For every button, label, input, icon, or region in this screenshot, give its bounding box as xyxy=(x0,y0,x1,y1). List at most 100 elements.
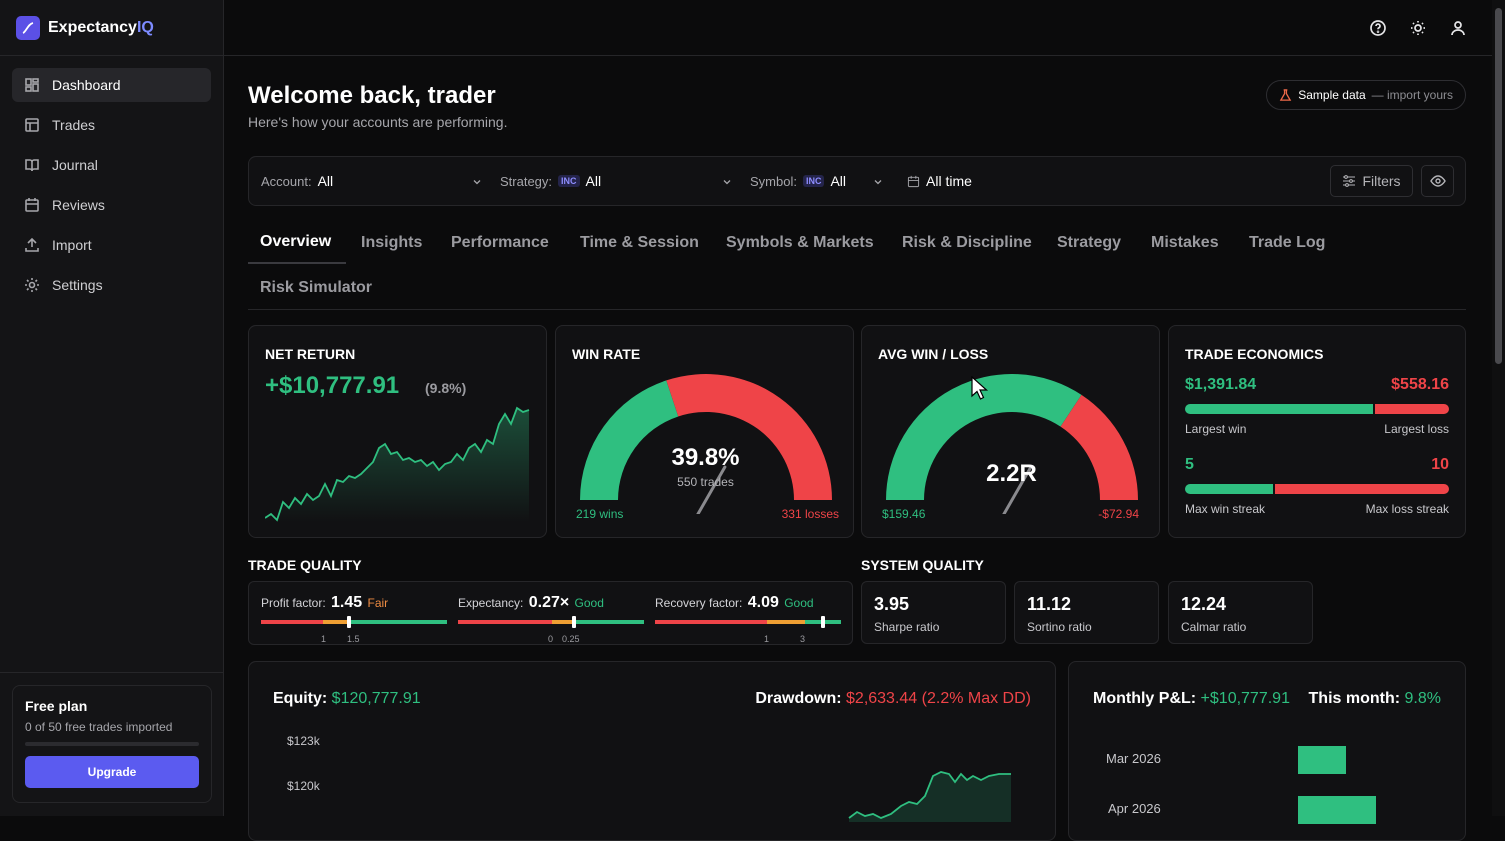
sharpe-ratio-value: 3.95 xyxy=(874,594,910,614)
this-month-value: 9.8% xyxy=(1404,690,1441,707)
max-loss-streak-value: 10 xyxy=(1431,456,1449,473)
tab-overview[interactable]: Overview xyxy=(260,233,332,250)
profit-factor-tick: 1.5 xyxy=(347,634,360,644)
eye-icon xyxy=(1429,175,1446,187)
largest-win-loss-bar xyxy=(1185,404,1449,414)
calmar-ratio-value: 12.24 xyxy=(1181,594,1227,614)
win-rate-value: 39.8% xyxy=(671,444,740,471)
trade-quality-title: TRADE QUALITY xyxy=(248,557,362,573)
sample-data-strong: Sample data xyxy=(1298,88,1366,102)
help-icon[interactable] xyxy=(1368,18,1388,38)
profit-factor-scale xyxy=(261,616,447,628)
net-return-value: +$10,777.91 xyxy=(265,372,400,399)
scrollbar[interactable] xyxy=(1492,0,1505,816)
equity-y-tick: $120k xyxy=(287,779,320,793)
gauge-win-arc xyxy=(580,380,679,500)
plan-progress xyxy=(25,742,199,746)
chevron-down-icon[interactable] xyxy=(873,177,883,187)
account-filter[interactable]: Account: All xyxy=(261,173,333,189)
grid-icon xyxy=(25,78,39,92)
dashboard-tabs: Overview Insights Performance Time & Ses… xyxy=(248,220,1466,310)
sidebar-item-trades[interactable]: Trades xyxy=(12,108,211,142)
recovery-factor-value: 4.09 xyxy=(747,594,779,611)
brand[interactable]: Expectancy IQ xyxy=(0,0,223,56)
calendar-icon xyxy=(907,175,920,187)
visibility-toggle-button[interactable] xyxy=(1421,165,1454,197)
page-title: Welcome back, trader xyxy=(248,82,496,109)
filters-button[interactable]: Filters xyxy=(1330,165,1413,197)
scrollbar-thumb[interactable] xyxy=(1495,8,1502,364)
win-rate-wins: 219 wins xyxy=(576,507,624,521)
profit-factor-rating: Fair xyxy=(367,596,389,610)
tab-time-session[interactable]: Time & Session xyxy=(580,234,699,251)
tab-mistakes[interactable]: Mistakes xyxy=(1151,234,1219,251)
avg-loss-value: -$72.94 xyxy=(1098,507,1139,521)
recovery-factor-tick: 3 xyxy=(800,634,806,644)
profit-factor-value: 1.45 xyxy=(331,594,363,611)
gauge-loss-arc xyxy=(666,374,832,500)
symbol-include-tag: INC xyxy=(802,175,825,187)
tab-risk-discipline[interactable]: Risk & Discipline xyxy=(902,234,1032,251)
drawdown-header: Drawdown: $2,633.44 (2.2% Max DD) xyxy=(755,690,1031,708)
max-loss-streak-label: Max loss streak xyxy=(1365,502,1449,516)
calmar-ratio-label: Calmar ratio xyxy=(1181,620,1247,634)
avg-win-loss-card: AVG WIN / LOSS 2.2R $159.46 -$72.94 xyxy=(861,325,1160,538)
chevron-down-icon[interactable] xyxy=(472,177,482,187)
this-month-label: This month: xyxy=(1308,690,1401,707)
sample-data-badge[interactable]: Sample data — import yours xyxy=(1266,80,1466,110)
trade-quality-card: Profit factor: 1.45 Fair 1 1.5 Expectanc… xyxy=(248,581,853,645)
largest-win-label: Largest win xyxy=(1185,422,1247,436)
sidebar-item-label: Settings xyxy=(52,277,103,293)
gauge-win-arc xyxy=(886,374,1082,500)
avg-win-loss-gauge xyxy=(886,374,1138,514)
sun-icon[interactable] xyxy=(1408,18,1428,38)
sortino-ratio-value: 11.12 xyxy=(1027,594,1072,614)
largest-win-bar xyxy=(1185,404,1374,414)
drawdown-value: $2,633.44 (2.2% Max DD) xyxy=(846,690,1031,707)
account-filter-value: All xyxy=(317,173,334,189)
monthly-pnl-label: Monthly P&L: xyxy=(1093,690,1197,707)
tab-performance[interactable]: Performance xyxy=(451,234,549,251)
strategy-include-tag: INC xyxy=(558,175,580,187)
tab-insights[interactable]: Insights xyxy=(361,234,423,251)
sidebar-item-settings[interactable]: Settings xyxy=(12,268,211,302)
loss-streak-bar xyxy=(1274,484,1449,494)
user-icon[interactable] xyxy=(1448,18,1468,38)
recovery-factor-label: Recovery factor: xyxy=(655,596,743,610)
chevron-down-icon[interactable] xyxy=(722,177,732,187)
symbol-filter-label: Symbol: xyxy=(750,173,797,189)
upload-icon xyxy=(25,237,39,252)
tab-symbols-markets[interactable]: Symbols & Markets xyxy=(726,234,874,251)
tab-trade-log[interactable]: Trade Log xyxy=(1249,234,1326,251)
sidebar-item-import[interactable]: Import xyxy=(12,228,211,262)
trade-economics-card: TRADE ECONOMICS $1,391.84 $558.16 Larges… xyxy=(1168,325,1466,538)
tab-risk-simulator[interactable]: Risk Simulator xyxy=(260,279,373,296)
monthly-row-label: Mar 2026 xyxy=(1106,751,1161,766)
win-rate-losses: 331 losses xyxy=(781,507,839,521)
strategy-filter-label: Strategy: xyxy=(500,173,553,189)
tab-strategy[interactable]: Strategy xyxy=(1057,234,1122,251)
symbol-filter[interactable]: Symbol: INC All xyxy=(750,173,846,189)
sidebar-item-label: Reviews xyxy=(52,197,105,213)
date-filter[interactable]: All time xyxy=(907,173,972,189)
sidebar-item-dashboard[interactable]: Dashboard xyxy=(12,68,211,102)
strategy-filter[interactable]: Strategy: INC All xyxy=(500,173,601,189)
date-filter-value: All time xyxy=(926,173,972,189)
sidebar-item-journal[interactable]: Journal xyxy=(12,148,211,182)
expectancy-tick: 0.25 xyxy=(562,634,580,644)
upgrade-button[interactable]: Upgrade xyxy=(25,756,199,788)
sidebar: Expectancy IQ Dashboard Trades Journal Re… xyxy=(0,0,224,816)
equity-chart-line xyxy=(848,771,1011,822)
win-rate-trades: 550 trades xyxy=(677,475,734,489)
table-icon xyxy=(25,118,39,132)
mouse-cursor-icon xyxy=(971,376,989,400)
system-quality-title: SYSTEM QUALITY xyxy=(861,557,984,573)
flask-icon xyxy=(1279,88,1292,101)
sidebar-item-reviews[interactable]: Reviews xyxy=(12,188,211,222)
monthly-row-label: Apr 2026 xyxy=(1108,801,1161,816)
calmar-ratio-card: 12.24 Calmar ratio xyxy=(1168,581,1313,644)
net-return-percent: (9.8%) xyxy=(425,380,467,396)
this-month-header: This month: 9.8% xyxy=(1309,690,1441,708)
expectancy-value: 0.27× xyxy=(528,594,570,611)
avg-win-loss-value: 2.2R xyxy=(986,460,1037,487)
